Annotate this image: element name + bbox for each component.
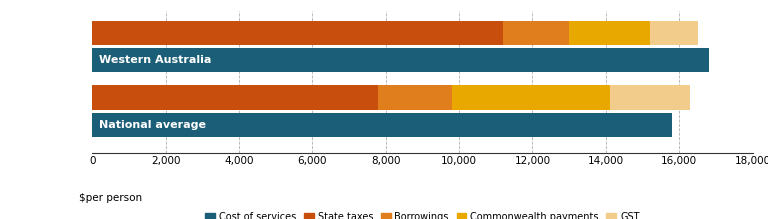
Bar xyxy=(610,85,690,110)
Bar xyxy=(92,48,709,72)
Bar xyxy=(503,21,569,45)
Legend: Cost of services, State taxes, Borrowings, Commonwealth payments, GST: Cost of services, State taxes, Borrowing… xyxy=(205,212,640,219)
Bar xyxy=(379,85,452,110)
Text: National average: National average xyxy=(100,120,207,130)
Bar xyxy=(92,21,503,45)
Bar xyxy=(650,21,697,45)
Bar xyxy=(569,21,650,45)
Bar xyxy=(92,85,379,110)
Text: $per person: $per person xyxy=(79,193,142,203)
Bar xyxy=(92,113,672,137)
Bar xyxy=(452,85,610,110)
Text: Western Australia: Western Australia xyxy=(100,55,212,65)
